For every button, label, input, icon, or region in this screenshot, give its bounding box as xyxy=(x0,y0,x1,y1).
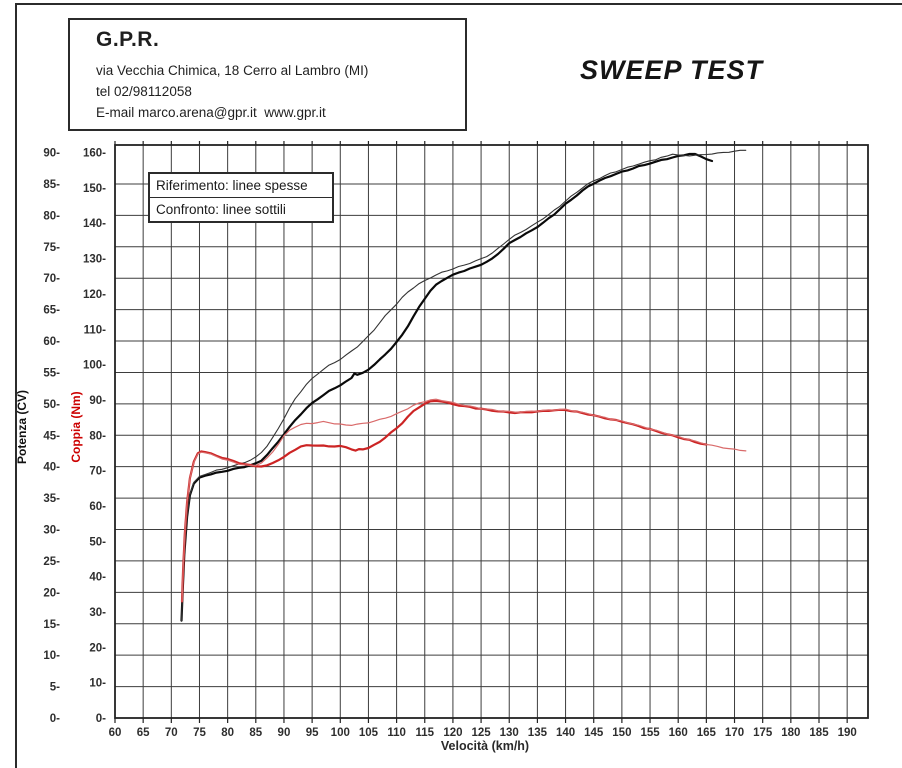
y-axis-title-torque: Coppia (Nm) xyxy=(69,391,83,463)
cv-tick-label: 10- xyxy=(43,650,60,662)
cv-tick-label: 50- xyxy=(43,399,60,411)
cv-tick-label: 80- xyxy=(43,210,60,222)
curve-potenza-confronto xyxy=(180,149,747,622)
cv-tick-label: 40- xyxy=(43,462,60,474)
report-title: SWEEP TEST xyxy=(580,55,764,85)
x-tick-label: 140 xyxy=(556,727,575,739)
x-tick-label: 135 xyxy=(528,727,548,739)
x-tick-label: 60 xyxy=(109,727,122,739)
company-email: E-mail marco.arena@gpr.it www.gpr.it xyxy=(96,105,326,120)
cv-tick-label: 30- xyxy=(43,525,60,537)
x-tick-label: 85 xyxy=(249,727,262,739)
x-tick-label: 190 xyxy=(838,727,857,739)
x-tick-label: 145 xyxy=(584,727,604,739)
nm-tick-label: 60- xyxy=(89,501,106,513)
x-tick-label: 180 xyxy=(781,727,800,739)
x-tick-label: 155 xyxy=(640,727,660,739)
cv-tick-label: 25- xyxy=(43,556,60,568)
x-tick-label: 65 xyxy=(137,727,150,739)
cv-tick-label: 55- xyxy=(43,367,60,379)
cv-tick-label: 65- xyxy=(43,305,60,317)
nm-tick-label: 10- xyxy=(89,678,106,690)
nm-tick-label: 90- xyxy=(89,395,106,407)
nm-tick-label: 20- xyxy=(89,642,106,654)
y-axis-title-power: Potenza (CV) xyxy=(15,390,29,465)
nm-tick-label: 160- xyxy=(83,148,106,160)
chart-legend: Riferimento: linee spesse Confronto: lin… xyxy=(148,172,334,223)
cv-tick-label: 45- xyxy=(43,430,60,442)
x-tick-label: 75 xyxy=(193,727,206,739)
workshop-header-box: G.P.R. via Vecchia Chimica, 18 Cerro al … xyxy=(68,18,467,131)
nm-tick-label: 120- xyxy=(83,289,106,301)
nm-tick-label: 130- xyxy=(83,254,106,266)
nm-tick-label: 150- xyxy=(83,183,106,195)
x-tick-label: 115 xyxy=(415,727,434,739)
plot-frame xyxy=(114,144,869,719)
cv-tick-label: 0- xyxy=(50,713,60,725)
cv-tick-label: 60- xyxy=(43,336,60,348)
nm-tick-label: 70- xyxy=(89,466,106,478)
x-tick-label: 120 xyxy=(443,727,462,739)
curve-coppia-confronto xyxy=(181,398,747,603)
legend-comparison: Confronto: linee sottili xyxy=(156,202,286,217)
cv-tick-label: 90- xyxy=(43,148,60,160)
cv-tick-label: 20- xyxy=(43,587,60,599)
x-tick-label: 105 xyxy=(359,727,379,739)
x-axis-title: Velocità (km/h) xyxy=(440,739,530,753)
nm-tick-label: 30- xyxy=(89,607,106,619)
nm-tick-label: 140- xyxy=(83,218,106,230)
cv-tick-label: 5- xyxy=(50,682,60,694)
company-phone: tel 02/98112058 xyxy=(96,84,192,99)
nm-tick-label: 100- xyxy=(83,360,106,372)
x-tick-label: 95 xyxy=(306,727,319,739)
curve-potenza-riferimento xyxy=(180,152,714,622)
x-tick-label: 150 xyxy=(612,727,631,739)
x-tick-label: 130 xyxy=(500,727,519,739)
x-tick-label: 175 xyxy=(753,727,773,739)
nm-tick-label: 80- xyxy=(89,430,106,442)
cv-tick-label: 70- xyxy=(43,273,60,285)
legend-reference: Riferimento: linee spesse xyxy=(150,174,332,198)
cv-tick-label: 35- xyxy=(43,493,60,505)
nm-tick-label: 40- xyxy=(89,572,106,584)
x-tick-label: 90 xyxy=(278,727,291,739)
x-tick-label: 125 xyxy=(471,727,491,739)
cv-tick-label: 15- xyxy=(43,619,60,631)
cv-tick-label: 75- xyxy=(43,242,60,254)
nm-tick-label: 50- xyxy=(89,536,106,548)
curve-coppia-riferimento xyxy=(180,399,708,603)
x-tick-label: 160 xyxy=(669,727,688,739)
x-tick-label: 165 xyxy=(697,727,717,739)
nm-tick-label: 0- xyxy=(96,713,106,725)
x-tick-label: 185 xyxy=(809,727,829,739)
x-tick-label: 100 xyxy=(331,727,350,739)
x-tick-label: 170 xyxy=(725,727,744,739)
company-name: G.P.R. xyxy=(96,28,160,51)
x-tick-label: 80 xyxy=(221,727,234,739)
company-address: via Vecchia Chimica, 18 Cerro al Lambro … xyxy=(96,63,369,78)
page-frame-top xyxy=(15,3,902,5)
page-frame-left xyxy=(15,3,17,768)
cv-tick-label: 85- xyxy=(43,179,60,191)
x-tick-label: 110 xyxy=(387,727,406,739)
x-tick-label: 70 xyxy=(165,727,178,739)
nm-tick-label: 110- xyxy=(84,324,107,336)
